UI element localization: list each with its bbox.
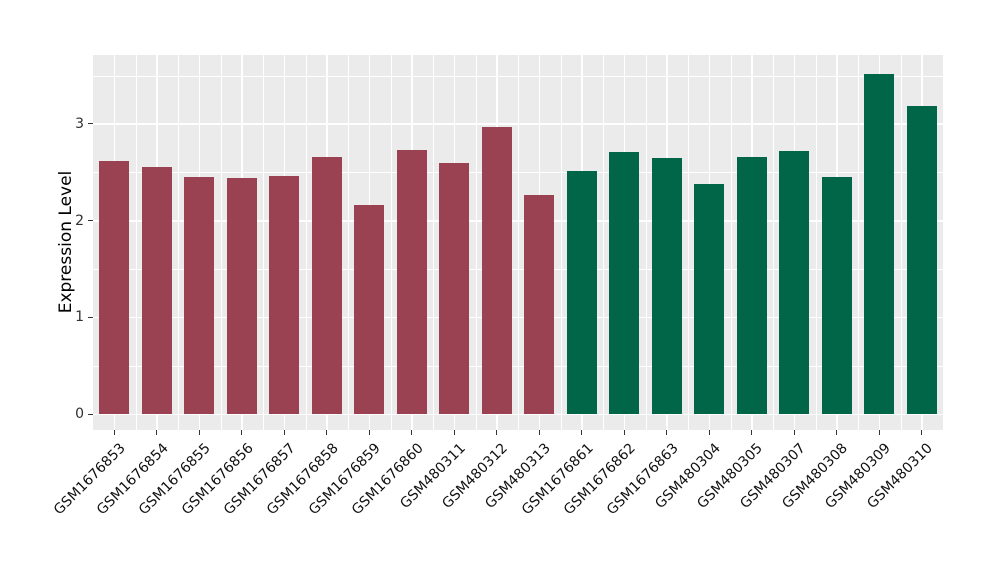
y-tick-label: 0 [75,406,84,422]
bar-GSM1676858 [311,156,342,414]
x-minor-gridline [348,55,349,430]
x-minor-gridline [730,55,732,430]
x-tick-mark [113,430,115,435]
x-tick-mark [751,430,753,435]
x-minor-gridline [518,55,519,430]
x-tick-mark [241,430,243,435]
y-tick-mark [88,220,93,222]
x-minor-gridline [560,55,562,430]
x-minor-gridline [858,55,859,430]
bar-GSM480307 [779,150,810,414]
x-minor-gridline [688,55,689,430]
y-tick-label: 1 [75,309,84,326]
x-minor-gridline [263,55,264,430]
x-tick-mark [708,430,710,435]
x-tick-mark [538,430,540,435]
x-minor-gridline [433,55,434,430]
plot-panel [93,55,943,430]
x-tick-mark [793,430,795,435]
x-tick-mark [156,430,158,435]
y-tick-label: 3 [75,115,84,132]
x-tick-mark [878,430,880,435]
bar-GSM1676854 [141,167,172,414]
bar-GSM1676859 [354,205,385,414]
x-tick-mark [921,430,923,435]
x-minor-gridline [645,55,647,430]
bar-GSM480305 [736,156,767,414]
bar-GSM1676862 [609,151,640,414]
y-tick-mark [88,413,93,415]
bar-GSM1676863 [651,157,682,414]
x-minor-gridline [603,55,604,430]
bar-GSM1676856 [226,178,257,414]
x-tick-mark [666,430,668,435]
x-tick-mark [326,430,328,435]
bar-GSM1676857 [269,176,300,414]
bar-GSM1676861 [566,171,597,414]
x-minor-gridline [475,55,477,430]
x-minor-gridline [815,55,817,430]
x-tick-mark [453,430,455,435]
x-minor-gridline [900,55,902,430]
x-minor-gridline [220,55,222,430]
x-tick-mark [283,430,285,435]
x-minor-gridline [178,55,179,430]
bar-GSM1676860 [396,150,427,414]
x-tick-mark [836,430,838,435]
x-tick-mark [581,430,583,435]
y-tick-mark [88,123,93,125]
bar-GSM480309 [864,73,895,414]
y-tick-mark [88,316,93,318]
x-tick-label: GSM1676853 [50,440,129,519]
x-tick-mark [411,430,413,435]
bar-GSM480304 [694,183,725,414]
bar-GSM480311 [439,162,470,414]
x-tick-mark [623,430,625,435]
x-minor-gridline [135,55,137,430]
bar-GSM480312 [481,126,512,414]
bar-GSM480310 [906,105,937,414]
bar-GSM1676855 [184,177,215,414]
bar-GSM480308 [821,177,852,414]
x-tick-mark [496,430,498,435]
x-minor-gridline [305,55,307,430]
bars-layer [93,55,943,430]
y-tick-label: 2 [75,212,84,229]
bar-GSM1676853 [99,160,130,414]
x-tick-mark [368,430,370,435]
x-tick-mark [198,430,200,435]
bar-GSM480313 [524,195,555,414]
x-minor-gridline [390,55,392,430]
y-axis-title: Expression Level [56,170,76,314]
x-minor-gridline [773,55,774,430]
